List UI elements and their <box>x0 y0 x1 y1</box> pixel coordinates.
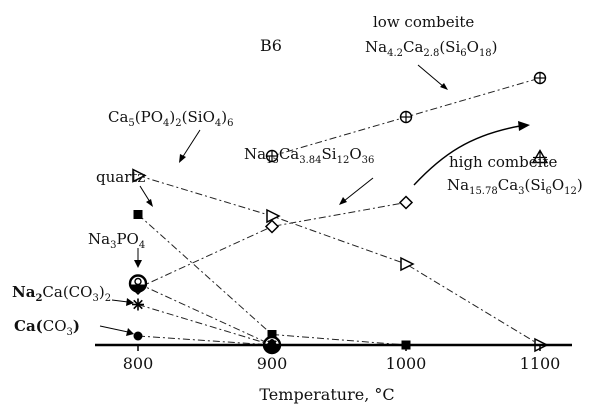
label-caco3: Ca(CO3) <box>14 317 80 338</box>
series-6 <box>132 298 278 351</box>
series-layer <box>128 71 549 355</box>
series-3 <box>130 195 414 296</box>
series-1-point-0 <box>531 149 549 164</box>
arrow-high-combeite <box>413 121 530 186</box>
label-high-combeite-formula: Na15.78Ca3(Si6O12) <box>447 176 583 197</box>
series-2-line <box>137 175 541 346</box>
series-2-point-2 <box>400 256 415 272</box>
series-2-point-1 <box>266 208 281 224</box>
series-7 <box>133 331 277 350</box>
series-0-point-0 <box>265 149 279 163</box>
series-6-point-0 <box>132 298 144 311</box>
x-axis: 800 900 1000 1100 Temperature, °C <box>95 343 572 404</box>
series-3-point-1 <box>264 219 280 234</box>
x-axis-ticks: 800 900 1000 1100 <box>123 345 561 373</box>
series-labels: low combeite Na4.2Ca2.8(Si6O18) high com… <box>12 13 583 338</box>
series-3-line <box>137 202 407 289</box>
arrow-low-combeite <box>417 64 448 90</box>
series-6-line <box>137 304 273 346</box>
x-axis-title: Temperature, °C <box>259 385 394 404</box>
series-1 <box>531 149 549 164</box>
x-tick-label-1100: 1100 <box>520 354 561 373</box>
series-4-point-0 <box>133 210 143 219</box>
series-4-point-1 <box>267 330 277 339</box>
x-tick-label-1000: 1000 <box>386 354 427 373</box>
series-3-point-2 <box>398 195 414 210</box>
x-tick-label-800: 800 <box>123 354 154 373</box>
series-2-point-0 <box>132 168 147 183</box>
x-tick-label-900: 900 <box>257 354 288 373</box>
label-apatite: Ca5(PO4)2(SiO4)6 <box>108 108 234 129</box>
label-quartz: quartz <box>96 168 145 186</box>
arrow-quartz <box>139 185 153 207</box>
series-4-line <box>137 214 407 346</box>
label-na-ca-silicate: Na15Ca3.84Si12O36 <box>244 145 374 166</box>
series-5-line <box>137 283 273 346</box>
label-na2ca-co3: Na2Ca(CO3)2 <box>12 283 111 304</box>
series-0-point-1 <box>399 110 413 124</box>
label-low-combeite-line1: low combeite <box>373 13 474 31</box>
label-low-combeite-formula: Na4.2Ca2.8(Si6O18) <box>365 38 498 59</box>
arrow-na2ca-co3 <box>111 298 134 306</box>
arrow-caco3 <box>99 325 134 336</box>
annotation-arrows <box>99 64 530 336</box>
arrow-na3po4 <box>134 248 142 268</box>
arrow-na-ca-silicate <box>339 177 374 205</box>
series-5-point-0 <box>128 274 148 293</box>
arrow-apatite <box>179 129 201 163</box>
label-high-combeite-line1: high combeite <box>449 153 557 171</box>
series-7-line <box>137 335 273 346</box>
series-0-point-2 <box>533 71 547 85</box>
label-na3po4: Na3PO4 <box>88 230 145 251</box>
series-0 <box>265 71 547 163</box>
series-7-point-0 <box>133 331 143 341</box>
chart-title: B6 <box>260 36 282 55</box>
series-5 <box>128 274 282 355</box>
